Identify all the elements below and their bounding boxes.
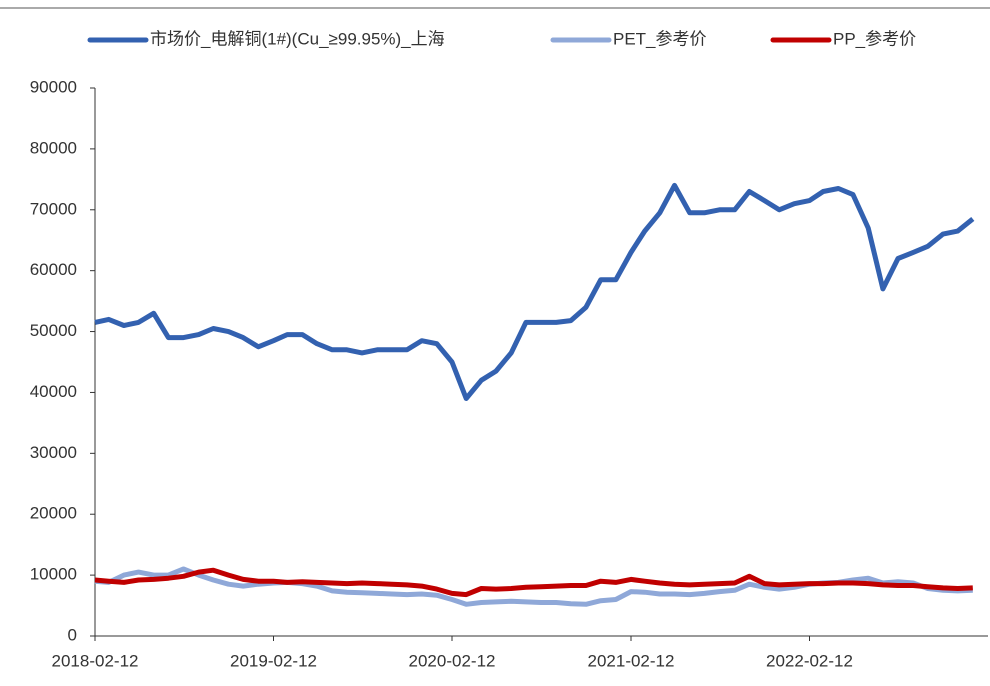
x-tick-label: 2020-02-12: [409, 651, 496, 670]
y-tick-label: 70000: [30, 199, 77, 218]
series-line: [94, 182, 975, 401]
y-tick-label: 30000: [30, 443, 77, 462]
y-tick-label: 10000: [30, 565, 77, 584]
y-tick-label: 90000: [30, 77, 77, 96]
x-tick-label: 2018-02-12: [52, 651, 139, 670]
y-tick-label: 50000: [30, 321, 77, 340]
y-tick-label: 0: [68, 625, 77, 644]
y-tick-label: 80000: [30, 138, 77, 157]
legend-label: 市场价_电解铜(1#)(Cu_≥99.95%)_上海: [150, 29, 445, 48]
legend-label: PET_参考价: [613, 29, 707, 48]
x-tick-label: 2019-02-12: [230, 651, 317, 670]
legend-label: PP_参考价: [833, 29, 916, 48]
series-line: [94, 567, 973, 598]
y-tick-label: 20000: [30, 504, 77, 523]
x-tick-label: 2022-02-12: [766, 651, 853, 670]
x-tick-label: 2021-02-12: [588, 651, 675, 670]
y-tick-label: 40000: [30, 382, 77, 401]
y-tick-label: 60000: [30, 260, 77, 279]
